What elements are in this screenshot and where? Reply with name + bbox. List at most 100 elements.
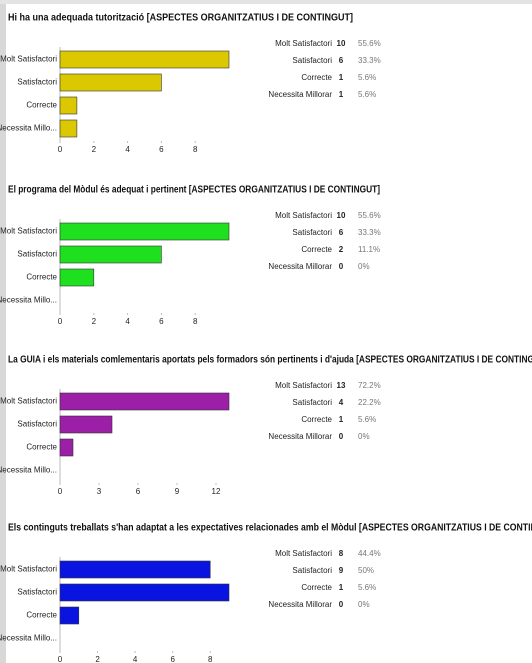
chart-title: La GUIA i els materials comlementaris ap… xyxy=(8,355,532,366)
x-tick-label: 3 xyxy=(97,487,102,496)
category-label: Molt Satisfactori xyxy=(0,55,57,64)
x-tick-label: 12 xyxy=(212,487,221,496)
table-label: Molt Satisfactori xyxy=(275,549,332,558)
bar xyxy=(59,415,113,434)
bar xyxy=(59,560,211,579)
table-percent: 33.3% xyxy=(358,56,381,65)
x-tick-label: 2 xyxy=(92,145,97,154)
x-tick-label: 4 xyxy=(133,655,138,663)
chart-section: La GUIA i els materials comlementaris ap… xyxy=(0,355,532,496)
category-label: Necessita Millo... xyxy=(0,296,57,305)
x-tick-label: 0 xyxy=(58,317,63,326)
chart-title: Els continguts treballats s'han adaptat … xyxy=(8,523,532,534)
table-label: Correcte xyxy=(301,73,332,82)
table-count: 10 xyxy=(337,211,346,220)
category-label: Necessita Millo... xyxy=(0,634,57,643)
category-label: Molt Satisfactori xyxy=(0,397,57,406)
top-shadow xyxy=(0,0,532,4)
table-label: Necessita Millorar xyxy=(268,432,332,441)
category-label: Satisfactori xyxy=(17,78,57,87)
category-label: Correcte xyxy=(26,273,57,282)
category-label: Satisfactori xyxy=(17,250,57,259)
table-label: Molt Satisfactori xyxy=(275,211,332,220)
table-count: 1 xyxy=(339,583,344,592)
table-label: Molt Satisfactori xyxy=(275,39,332,48)
table-percent: 0% xyxy=(358,432,370,441)
chart-section: El programa del Mòdul és adequat i perti… xyxy=(0,185,381,326)
table-count: 1 xyxy=(339,73,344,82)
chart-title: El programa del Mòdul és adequat i perti… xyxy=(8,185,380,196)
table-count: 1 xyxy=(339,90,344,99)
bar xyxy=(59,73,162,92)
table-percent: 0% xyxy=(358,262,370,271)
x-tick-label: 8 xyxy=(193,317,198,326)
bar xyxy=(59,583,230,602)
table-count: 0 xyxy=(339,262,344,271)
table-label: Correcte xyxy=(301,583,332,592)
x-tick-label: 6 xyxy=(159,145,164,154)
table-label: Necessita Millorar xyxy=(268,262,332,271)
table-label: Molt Satisfactori xyxy=(275,381,332,390)
table-count: 4 xyxy=(339,398,344,407)
bar xyxy=(59,268,95,287)
table-label: Satisfactori xyxy=(292,566,332,575)
table-percent: 5.6% xyxy=(358,90,376,99)
category-label: Satisfactori xyxy=(17,588,57,597)
x-tick-label: 0 xyxy=(58,655,63,663)
category-label: Correcte xyxy=(26,611,57,620)
table-label: Necessita Millorar xyxy=(268,90,332,99)
table-percent: 50% xyxy=(358,566,374,575)
table-label: Satisfactori xyxy=(292,398,332,407)
chart-section: Els continguts treballats s'han adaptat … xyxy=(0,523,532,663)
bar xyxy=(59,50,230,69)
table-label: Correcte xyxy=(301,245,332,254)
table-label: Satisfactori xyxy=(292,56,332,65)
table-count: 0 xyxy=(339,432,344,441)
table-label: Necessita Millorar xyxy=(268,600,332,609)
table-percent: 55.6% xyxy=(358,39,381,48)
table-percent: 11.1% xyxy=(358,245,380,254)
x-tick-label: 6 xyxy=(170,655,175,663)
table-count: 10 xyxy=(337,39,346,48)
x-tick-label: 9 xyxy=(175,487,180,496)
bar xyxy=(59,392,230,411)
chart-section: Hi ha una adequada tutorització [ASPECTE… xyxy=(0,13,381,154)
bar xyxy=(59,222,230,241)
table-percent: 5.6% xyxy=(358,583,376,592)
table-percent: 5.6% xyxy=(358,415,376,424)
table-percent: 33.3% xyxy=(358,228,381,237)
table-count: 1 xyxy=(339,415,344,424)
x-tick-label: 0 xyxy=(58,145,63,154)
table-count: 0 xyxy=(339,600,344,609)
bar xyxy=(59,606,80,625)
category-label: Molt Satisfactori xyxy=(0,227,57,236)
category-label: Correcte xyxy=(26,443,57,452)
bar xyxy=(59,96,78,115)
category-label: Molt Satisfactori xyxy=(0,565,57,574)
x-tick-label: 2 xyxy=(95,655,100,663)
bar xyxy=(59,438,74,457)
category-label: Satisfactori xyxy=(17,420,57,429)
bar xyxy=(59,245,162,264)
category-label: Necessita Millo... xyxy=(0,124,57,133)
table-count: 6 xyxy=(339,228,344,237)
table-percent: 55.6% xyxy=(358,211,381,220)
table-label: Correcte xyxy=(301,415,332,424)
table-count: 9 xyxy=(339,566,344,575)
category-label: Correcte xyxy=(26,101,57,110)
category-label: Necessita Millo... xyxy=(0,466,57,475)
table-percent: 5.6% xyxy=(358,73,376,82)
chart-title: Hi ha una adequada tutorització [ASPECTE… xyxy=(8,13,353,24)
table-percent: 72.2% xyxy=(358,381,381,390)
table-percent: 0% xyxy=(358,600,370,609)
x-tick-label: 6 xyxy=(136,487,141,496)
table-count: 6 xyxy=(339,56,344,65)
x-tick-label: 4 xyxy=(125,317,130,326)
x-tick-label: 8 xyxy=(208,655,213,663)
table-count: 2 xyxy=(339,245,344,254)
table-count: 13 xyxy=(337,381,346,390)
x-tick-label: 0 xyxy=(58,487,63,496)
table-label: Satisfactori xyxy=(292,228,332,237)
x-tick-label: 2 xyxy=(92,317,97,326)
